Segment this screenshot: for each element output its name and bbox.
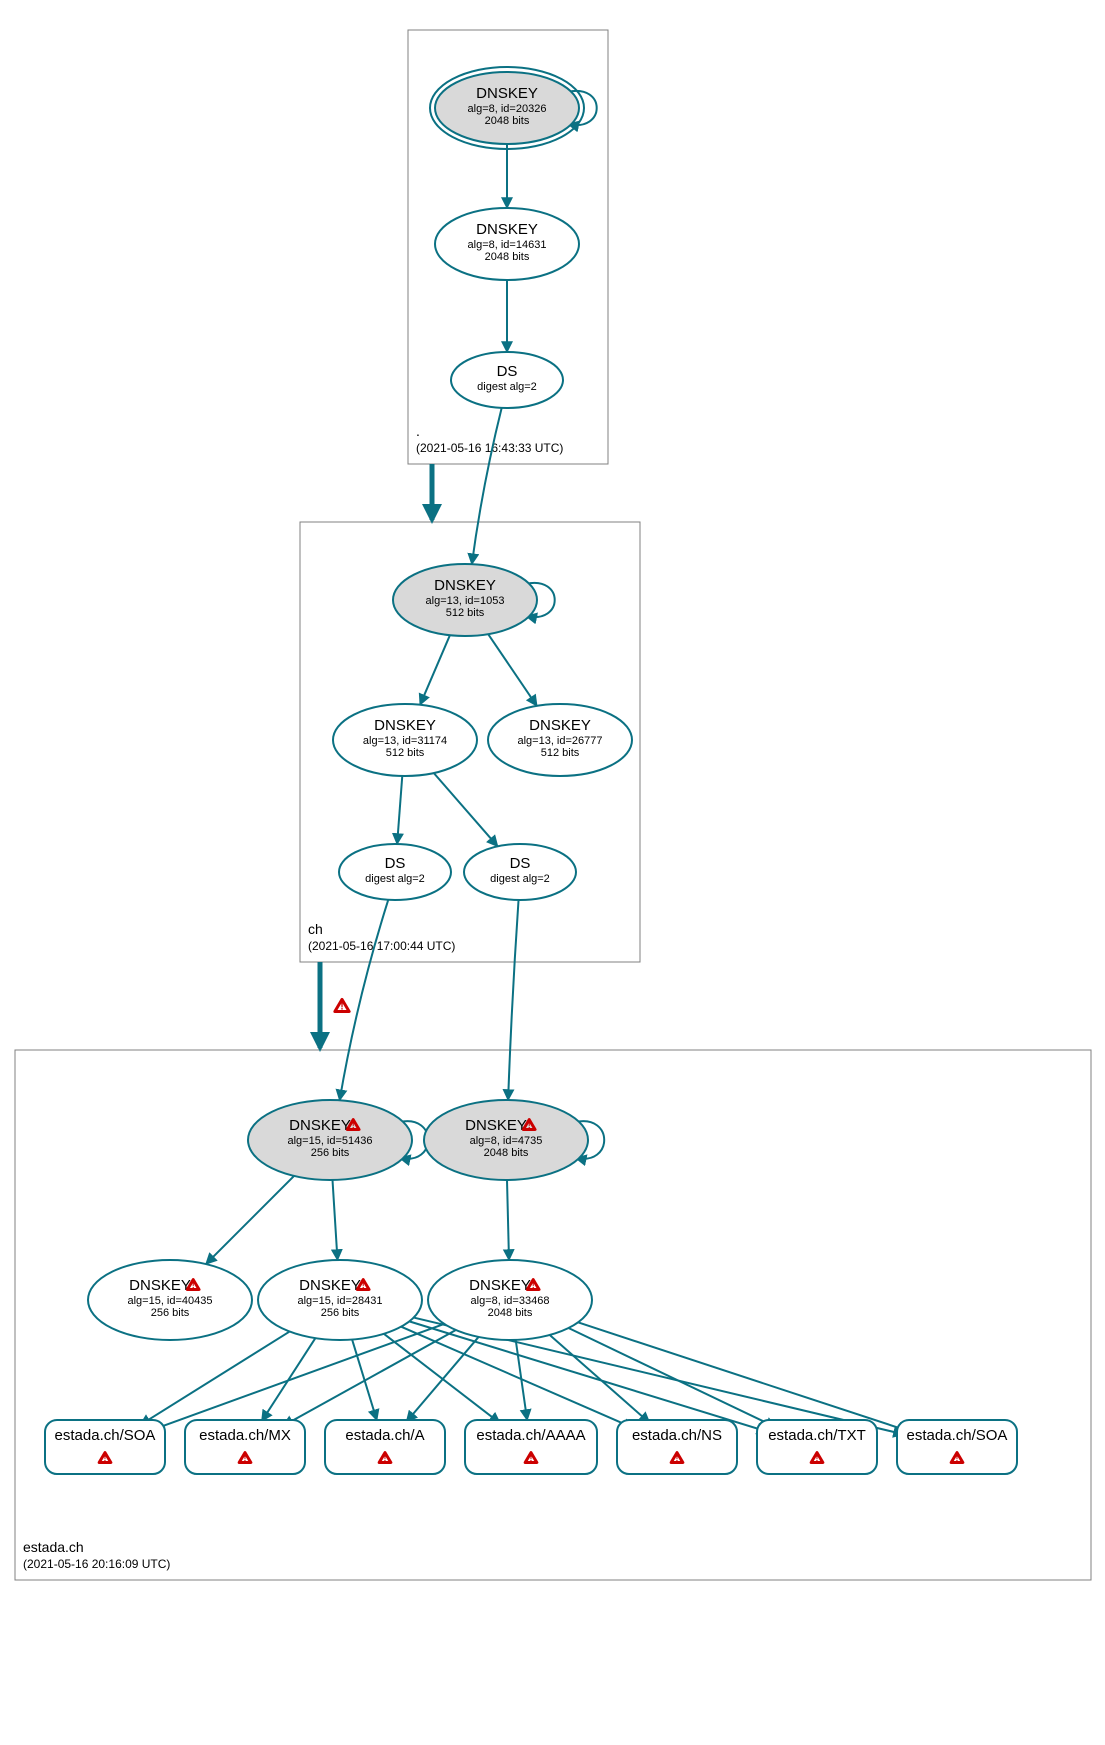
node-root_key2: DNSKEYalg=8, id=146312048 bits (435, 208, 579, 280)
svg-text:!: ! (532, 1281, 535, 1290)
svg-text:digest alg=2: digest alg=2 (490, 873, 550, 885)
node-root_key1: DNSKEYalg=8, id=203262048 bits (430, 67, 584, 149)
svg-text:256 bits: 256 bits (311, 1147, 350, 1159)
svg-text:!: ! (528, 1121, 531, 1130)
node-ch_key3: DNSKEYalg=13, id=26777512 bits (488, 704, 632, 776)
svg-text:!: ! (384, 1454, 387, 1463)
svg-text:ch: ch (308, 921, 323, 937)
node-ch_ds2: DSdigest alg=2 (464, 844, 576, 900)
svg-text:estada.ch/NS: estada.ch/NS (632, 1427, 722, 1444)
svg-text:DS: DS (385, 855, 406, 872)
svg-text:estada.ch/SOA: estada.ch/SOA (907, 1427, 1008, 1444)
svg-text:(2021-05-16 16:43:33 UTC): (2021-05-16 16:43:33 UTC) (416, 441, 563, 455)
svg-text:digest alg=2: digest alg=2 (365, 873, 425, 885)
svg-text:estada.ch/MX: estada.ch/MX (199, 1427, 291, 1444)
svg-text:alg=8, id=33468: alg=8, id=33468 (471, 1295, 550, 1307)
svg-text:!: ! (192, 1281, 195, 1290)
svg-text:DS: DS (510, 855, 531, 872)
svg-text:2048 bits: 2048 bits (485, 251, 530, 263)
node-rr_mx: estada.ch/MX! (185, 1420, 305, 1474)
svg-text:!: ! (362, 1281, 365, 1290)
svg-text:alg=13, id=31174: alg=13, id=31174 (363, 735, 447, 747)
svg-text:alg=13, id=1053: alg=13, id=1053 (426, 595, 505, 607)
svg-text:DNSKEY: DNSKEY (529, 717, 591, 734)
svg-text:2048 bits: 2048 bits (485, 115, 530, 127)
svg-text:256 bits: 256 bits (151, 1307, 190, 1319)
svg-text:!: ! (676, 1454, 679, 1463)
svg-text:512 bits: 512 bits (541, 747, 580, 759)
node-ch_key1: DNSKEYalg=13, id=1053512 bits (393, 564, 537, 636)
svg-text:2048 bits: 2048 bits (484, 1147, 529, 1159)
svg-text:alg=15, id=40435: alg=15, id=40435 (127, 1295, 212, 1307)
node-rr_soa2: estada.ch/SOA! (897, 1420, 1017, 1474)
svg-text:estada.ch/A: estada.ch/A (345, 1427, 424, 1444)
node-rr_soa: estada.ch/SOA! (45, 1420, 165, 1474)
node-est_key2: DNSKEY! alg=8, id=47352048 bits (424, 1100, 588, 1180)
node-est_key1: DNSKEY! alg=15, id=51436256 bits (248, 1100, 412, 1180)
node-ch_ds1: DSdigest alg=2 (339, 844, 451, 900)
dnssec-diagram: . (2021-05-16 16:43:33 UTC) ch (2021-05-16 … (0, 0, 1105, 1745)
svg-text:(2021-05-16 17:00:44 UTC): (2021-05-16 17:00:44 UTC) (308, 939, 455, 953)
svg-text:!: ! (340, 1002, 343, 1013)
svg-text:alg=8, id=14631: alg=8, id=14631 (468, 239, 547, 251)
node-rr_txt: estada.ch/TXT! (757, 1420, 877, 1474)
svg-text:!: ! (352, 1121, 355, 1130)
node-est_key5: DNSKEY! alg=8, id=334682048 bits (428, 1260, 592, 1340)
svg-text:(2021-05-16 20:16:09 UTC): (2021-05-16 20:16:09 UTC) (23, 1557, 170, 1571)
svg-text:DNSKEY: DNSKEY (129, 1277, 191, 1294)
node-rr_a: estada.ch/A! (325, 1420, 445, 1474)
node-rr_ns: estada.ch/NS! (617, 1420, 737, 1474)
svg-text:alg=13, id=26777: alg=13, id=26777 (517, 735, 602, 747)
svg-text:!: ! (530, 1454, 533, 1463)
svg-text:alg=15, id=28431: alg=15, id=28431 (297, 1295, 382, 1307)
svg-text:estada.ch/TXT: estada.ch/TXT (768, 1427, 866, 1444)
svg-text:estada.ch/SOA: estada.ch/SOA (55, 1427, 156, 1444)
svg-text:DNSKEY: DNSKEY (476, 221, 538, 238)
svg-text:.: . (416, 423, 420, 439)
svg-text:digest alg=2: digest alg=2 (477, 381, 537, 393)
svg-text:512 bits: 512 bits (386, 747, 425, 759)
svg-text:256 bits: 256 bits (321, 1307, 360, 1319)
svg-text:2048 bits: 2048 bits (488, 1307, 533, 1319)
svg-text:estada.ch: estada.ch (23, 1539, 84, 1555)
svg-text:!: ! (104, 1454, 107, 1463)
svg-text:DNSKEY: DNSKEY (465, 1117, 527, 1134)
svg-text:alg=8, id=4735: alg=8, id=4735 (470, 1135, 543, 1147)
svg-text:alg=15, id=51436: alg=15, id=51436 (287, 1135, 372, 1147)
node-est_key3: DNSKEY! alg=15, id=40435256 bits (88, 1260, 252, 1340)
svg-text:DS: DS (497, 363, 518, 380)
svg-text:DNSKEY: DNSKEY (469, 1277, 531, 1294)
svg-text:DNSKEY: DNSKEY (299, 1277, 361, 1294)
svg-text:DNSKEY: DNSKEY (434, 577, 496, 594)
svg-text:!: ! (816, 1454, 819, 1463)
nodes: DNSKEYalg=8, id=203262048 bitsDNSKEYalg=… (45, 67, 1017, 1474)
node-root_ds: DSdigest alg=2 (451, 352, 563, 408)
svg-text:DNSKEY: DNSKEY (374, 717, 436, 734)
svg-text:DNSKEY: DNSKEY (289, 1117, 351, 1134)
node-est_key4: DNSKEY! alg=15, id=28431256 bits (258, 1260, 422, 1340)
svg-text:estada.ch/AAAA: estada.ch/AAAA (476, 1427, 585, 1444)
svg-text:!: ! (956, 1454, 959, 1463)
svg-text:!: ! (244, 1454, 247, 1463)
node-ch_key2: DNSKEYalg=13, id=31174512 bits (333, 704, 477, 776)
svg-text:512 bits: 512 bits (446, 607, 485, 619)
node-rr_aaaa: estada.ch/AAAA! (465, 1420, 597, 1474)
svg-text:DNSKEY: DNSKEY (476, 85, 538, 102)
svg-text:alg=8, id=20326: alg=8, id=20326 (468, 103, 547, 115)
